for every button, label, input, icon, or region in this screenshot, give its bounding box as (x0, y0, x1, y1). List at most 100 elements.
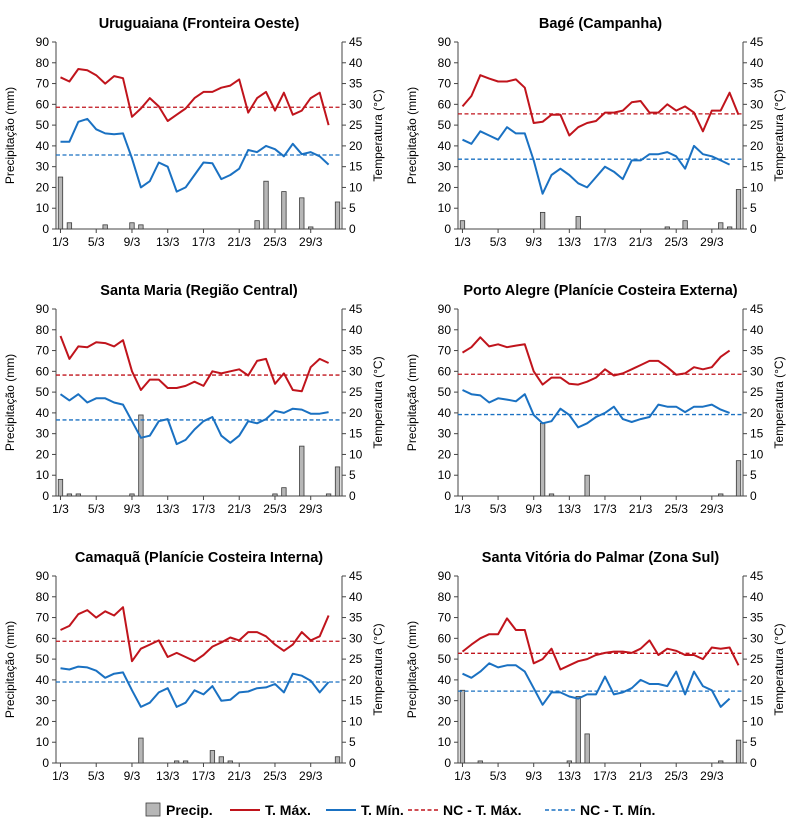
legend-label-precip: Precip. (166, 802, 213, 818)
y2-tick-label: 0 (750, 756, 757, 770)
precip-bar (575, 216, 581, 230)
x-tick-label: 9/3 (124, 769, 141, 783)
precip-bar (718, 222, 724, 230)
tmax-line (461, 336, 731, 386)
precip-bar (459, 220, 466, 230)
x-tick-label: 21/3 (629, 502, 653, 516)
y2-tick-label: 45 (349, 302, 363, 316)
y2-tick-label: 0 (750, 489, 757, 503)
precip-bar (57, 478, 64, 497)
y-tick-label: 30 (36, 160, 50, 174)
x-tick-label: 1/3 (454, 769, 471, 783)
y-axis-title: Precipitação (mm) (405, 621, 419, 718)
precip-bar (548, 493, 555, 497)
legend-swatch-precip (145, 802, 161, 817)
y-tick-label: 30 (438, 694, 452, 708)
y-tick-label: 40 (36, 673, 50, 687)
y2-tick-label: 20 (349, 673, 363, 687)
x-tick-label: 9/3 (525, 235, 542, 249)
y2-tick-label: 10 (750, 714, 764, 728)
x-tick-label: 29/3 (700, 502, 724, 516)
y-tick-label: 60 (438, 364, 452, 378)
y2-tick-label: 15 (349, 694, 363, 708)
y-tick-label: 60 (36, 631, 50, 645)
y2-tick-label: 0 (349, 489, 356, 503)
y-tick-label: 10 (438, 735, 452, 749)
y-tick-label: 70 (36, 77, 50, 91)
precip-bar (584, 474, 590, 497)
y2-tick-label: 40 (750, 56, 764, 70)
precip-bar (138, 224, 144, 230)
y-tick-label: 10 (438, 201, 452, 215)
y2-tick-label: 40 (750, 590, 764, 604)
tmin-line (462, 389, 730, 429)
x-tick-label: 5/3 (490, 502, 507, 516)
y2-tick-label: 25 (349, 118, 363, 132)
chart-panel-3: Santa Maria (Região Central)010203040506… (3, 283, 385, 516)
x-tick-label: 5/3 (490, 235, 507, 249)
y-tick-label: 80 (438, 56, 452, 70)
y-tick-label: 10 (36, 468, 50, 482)
precip-bar (727, 226, 733, 230)
y-tick-label: 0 (444, 222, 451, 236)
tmin-line (60, 117, 330, 193)
y2-tick-label: 40 (750, 323, 764, 337)
x-tick-label: 9/3 (525, 502, 542, 516)
x-tick-label: 13/3 (156, 235, 180, 249)
y2-tick-label: 30 (349, 364, 363, 378)
x-tick-label: 9/3 (525, 769, 542, 783)
y-tick-label: 80 (36, 323, 50, 337)
y2-tick-label: 35 (750, 77, 764, 91)
y-tick-label: 30 (36, 694, 50, 708)
y2-tick-label: 35 (349, 77, 363, 91)
x-tick-label: 13/3 (156, 502, 180, 516)
chart-title: Santa Maria (Região Central) (100, 283, 298, 299)
x-tick-label: 17/3 (192, 502, 216, 516)
y2-tick-label: 30 (349, 631, 363, 645)
y-tick-label: 40 (36, 406, 50, 420)
y-tick-label: 0 (42, 489, 49, 503)
y-tick-label: 90 (36, 35, 50, 49)
x-tick-label: 29/3 (700, 769, 724, 783)
precip-bar (718, 493, 724, 497)
x-tick-label: 17/3 (593, 235, 617, 249)
y-tick-label: 30 (438, 427, 452, 441)
y2-tick-label: 45 (750, 35, 764, 49)
precip-bar (539, 211, 546, 230)
precip-bar (263, 180, 269, 230)
y2-tick-label: 15 (349, 160, 363, 174)
y-tick-label: 60 (438, 97, 452, 111)
precip-bar (299, 197, 305, 230)
x-tick-label: 25/3 (665, 502, 689, 516)
y2-tick-label: 5 (750, 201, 757, 215)
precip-bar (218, 756, 224, 764)
precip-bar (281, 487, 287, 497)
y-tick-label: 60 (36, 364, 50, 378)
y2-tick-label: 15 (750, 160, 764, 174)
y2-tick-label: 40 (349, 590, 363, 604)
chart-panel-1: Uruguaiana (Fronteira Oeste)010203040506… (3, 16, 385, 249)
precip-bar (66, 222, 73, 230)
y-tick-label: 20 (36, 447, 50, 461)
x-tick-label: 25/3 (263, 235, 287, 249)
precip-bar (735, 739, 742, 764)
y2-tick-label: 10 (349, 447, 363, 461)
x-tick-label: 21/3 (228, 502, 252, 516)
y-tick-label: 10 (36, 735, 50, 749)
x-tick-label: 17/3 (593, 769, 617, 783)
legend-label-tmax: T. Máx. (265, 802, 311, 818)
precip-bar (584, 733, 590, 764)
y2-tick-label: 35 (750, 611, 764, 625)
precip-bar (227, 760, 233, 764)
precip-bar (334, 756, 341, 764)
precip-bar (102, 224, 108, 230)
x-tick-label: 29/3 (700, 235, 724, 249)
tmin-line (462, 662, 731, 708)
x-tick-label: 5/3 (88, 502, 105, 516)
y-tick-label: 50 (36, 118, 50, 132)
y-axis-title: Precipitação (mm) (3, 87, 17, 184)
y-tick-label: 0 (42, 756, 49, 770)
y-tick-label: 70 (438, 611, 452, 625)
x-tick-label: 25/3 (665, 769, 689, 783)
